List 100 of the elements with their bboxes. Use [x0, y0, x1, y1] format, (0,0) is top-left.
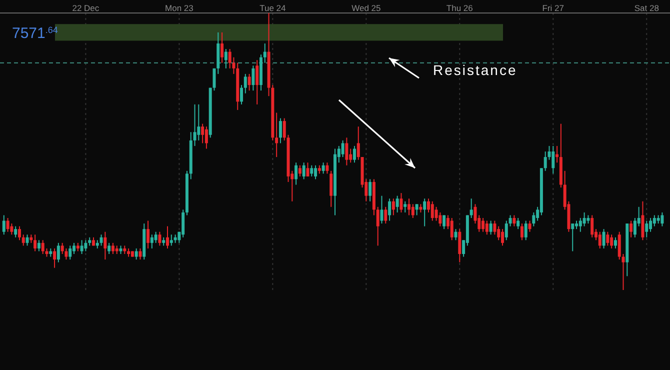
candlestick — [158, 231, 162, 246]
candlestick — [458, 228, 462, 263]
candlestick — [84, 240, 88, 252]
candlestick — [302, 162, 306, 180]
candlestick — [450, 217, 454, 241]
x-tick-label: Sat 28 — [634, 2, 660, 13]
candlestick — [248, 73, 251, 92]
candlestick — [528, 220, 532, 232]
candlestick — [322, 162, 325, 174]
candlestick — [470, 198, 473, 218]
candlestick — [614, 236, 617, 249]
candlestick — [146, 220, 150, 249]
candlestick — [578, 217, 582, 232]
candlestick — [170, 234, 173, 246]
candlestick — [201, 123, 204, 144]
candlestick — [516, 217, 520, 230]
candlestick — [282, 118, 286, 141]
candlestick — [423, 198, 426, 227]
candlestick — [2, 214, 6, 236]
candlestick — [26, 234, 29, 246]
candlestick — [649, 217, 652, 232]
candlestick — [493, 220, 496, 236]
candlestick — [37, 240, 40, 252]
candlestick — [356, 126, 360, 160]
candlestick — [18, 226, 21, 241]
candlestick — [256, 60, 259, 105]
candlestick — [408, 198, 411, 216]
candlestick — [108, 242, 111, 254]
candlestick — [220, 32, 224, 64]
candlestick — [532, 212, 536, 227]
candlestick — [204, 126, 208, 150]
candlestick — [6, 217, 10, 232]
candlestick — [41, 240, 44, 254]
candlestick — [352, 145, 356, 164]
candlestick — [641, 200, 644, 241]
candlestick — [508, 214, 512, 227]
candlestick — [556, 145, 559, 164]
candlestick — [524, 220, 528, 241]
candlestick — [606, 231, 610, 246]
candlestick — [278, 118, 282, 144]
candlestick — [598, 231, 602, 249]
x-tick-label: Tue 24 — [260, 2, 286, 13]
candlestick — [504, 220, 508, 241]
candlestick — [404, 200, 407, 213]
candlestick — [134, 248, 138, 260]
candlestick — [618, 231, 621, 260]
candlestick — [501, 228, 504, 246]
candlestick — [166, 226, 169, 249]
candlestick — [645, 220, 648, 238]
x-tick-label: Fri 27 — [542, 2, 564, 13]
candlestick — [330, 170, 333, 208]
candlestick — [263, 42, 266, 64]
candlestick — [497, 226, 500, 241]
candlestick — [138, 248, 142, 260]
candlestick — [368, 178, 372, 202]
candlestick — [111, 242, 114, 254]
candlestick — [582, 212, 586, 227]
candlestick — [252, 65, 255, 92]
candlestick — [454, 228, 458, 241]
candlestick — [56, 242, 60, 263]
candlestick — [411, 204, 414, 218]
candlestick — [552, 145, 555, 174]
candlestick — [298, 164, 302, 177]
candlestick — [53, 248, 56, 268]
candlestick — [240, 84, 244, 105]
candlestick — [396, 195, 399, 213]
candlestick — [415, 204, 418, 216]
candlestick — [633, 217, 636, 238]
candlestick — [294, 162, 298, 186]
candlestick — [72, 242, 76, 254]
x-tick-label: Wed 25 — [352, 2, 382, 13]
candlestick — [489, 220, 492, 236]
candlestick — [306, 162, 310, 177]
candlestick — [224, 48, 228, 69]
candlestick — [392, 198, 395, 216]
x-tick-label: 22 Dec — [72, 2, 100, 13]
candlestick — [400, 192, 403, 213]
candlestick — [376, 206, 380, 246]
candlestick — [193, 104, 196, 146]
candlestick — [275, 112, 278, 158]
candlestick — [341, 140, 344, 158]
candlestick — [104, 231, 107, 260]
candlestick — [652, 214, 656, 227]
candlestick — [34, 234, 37, 252]
candlestick — [388, 198, 392, 222]
candlestick — [326, 162, 329, 174]
candlestick — [244, 73, 247, 94]
candlestick — [314, 164, 318, 180]
candlestick — [182, 209, 185, 238]
candlestick — [380, 195, 384, 224]
candlestick — [602, 228, 606, 249]
candlestick — [660, 212, 664, 227]
candlestick — [384, 206, 388, 224]
x-tick-label: Thu 26 — [446, 2, 474, 13]
annotation: 7571$^{.64}$ — [12, 25, 58, 42]
ref-line-label: Resistance — [433, 62, 518, 78]
candlestick — [622, 253, 625, 290]
candlestick — [100, 234, 103, 246]
candlestick — [571, 223, 574, 252]
candlestick — [310, 164, 314, 177]
